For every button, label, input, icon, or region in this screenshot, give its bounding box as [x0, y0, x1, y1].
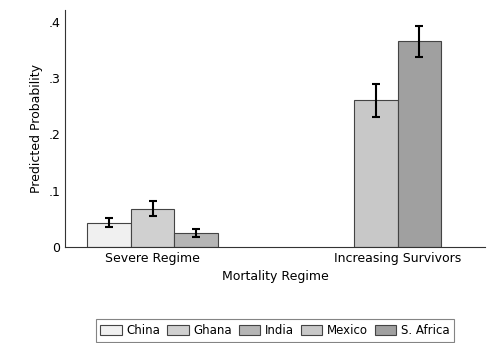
- Legend: China, Ghana, India, Mexico, S. Africa: China, Ghana, India, Mexico, S. Africa: [96, 319, 454, 342]
- Bar: [354, 100, 398, 247]
- Bar: [398, 41, 442, 247]
- Bar: [87, 223, 130, 247]
- Y-axis label: Predicted Probability: Predicted Probability: [30, 64, 43, 193]
- Bar: [130, 209, 174, 247]
- Bar: [174, 233, 218, 247]
- X-axis label: Mortality Regime: Mortality Regime: [222, 270, 328, 283]
